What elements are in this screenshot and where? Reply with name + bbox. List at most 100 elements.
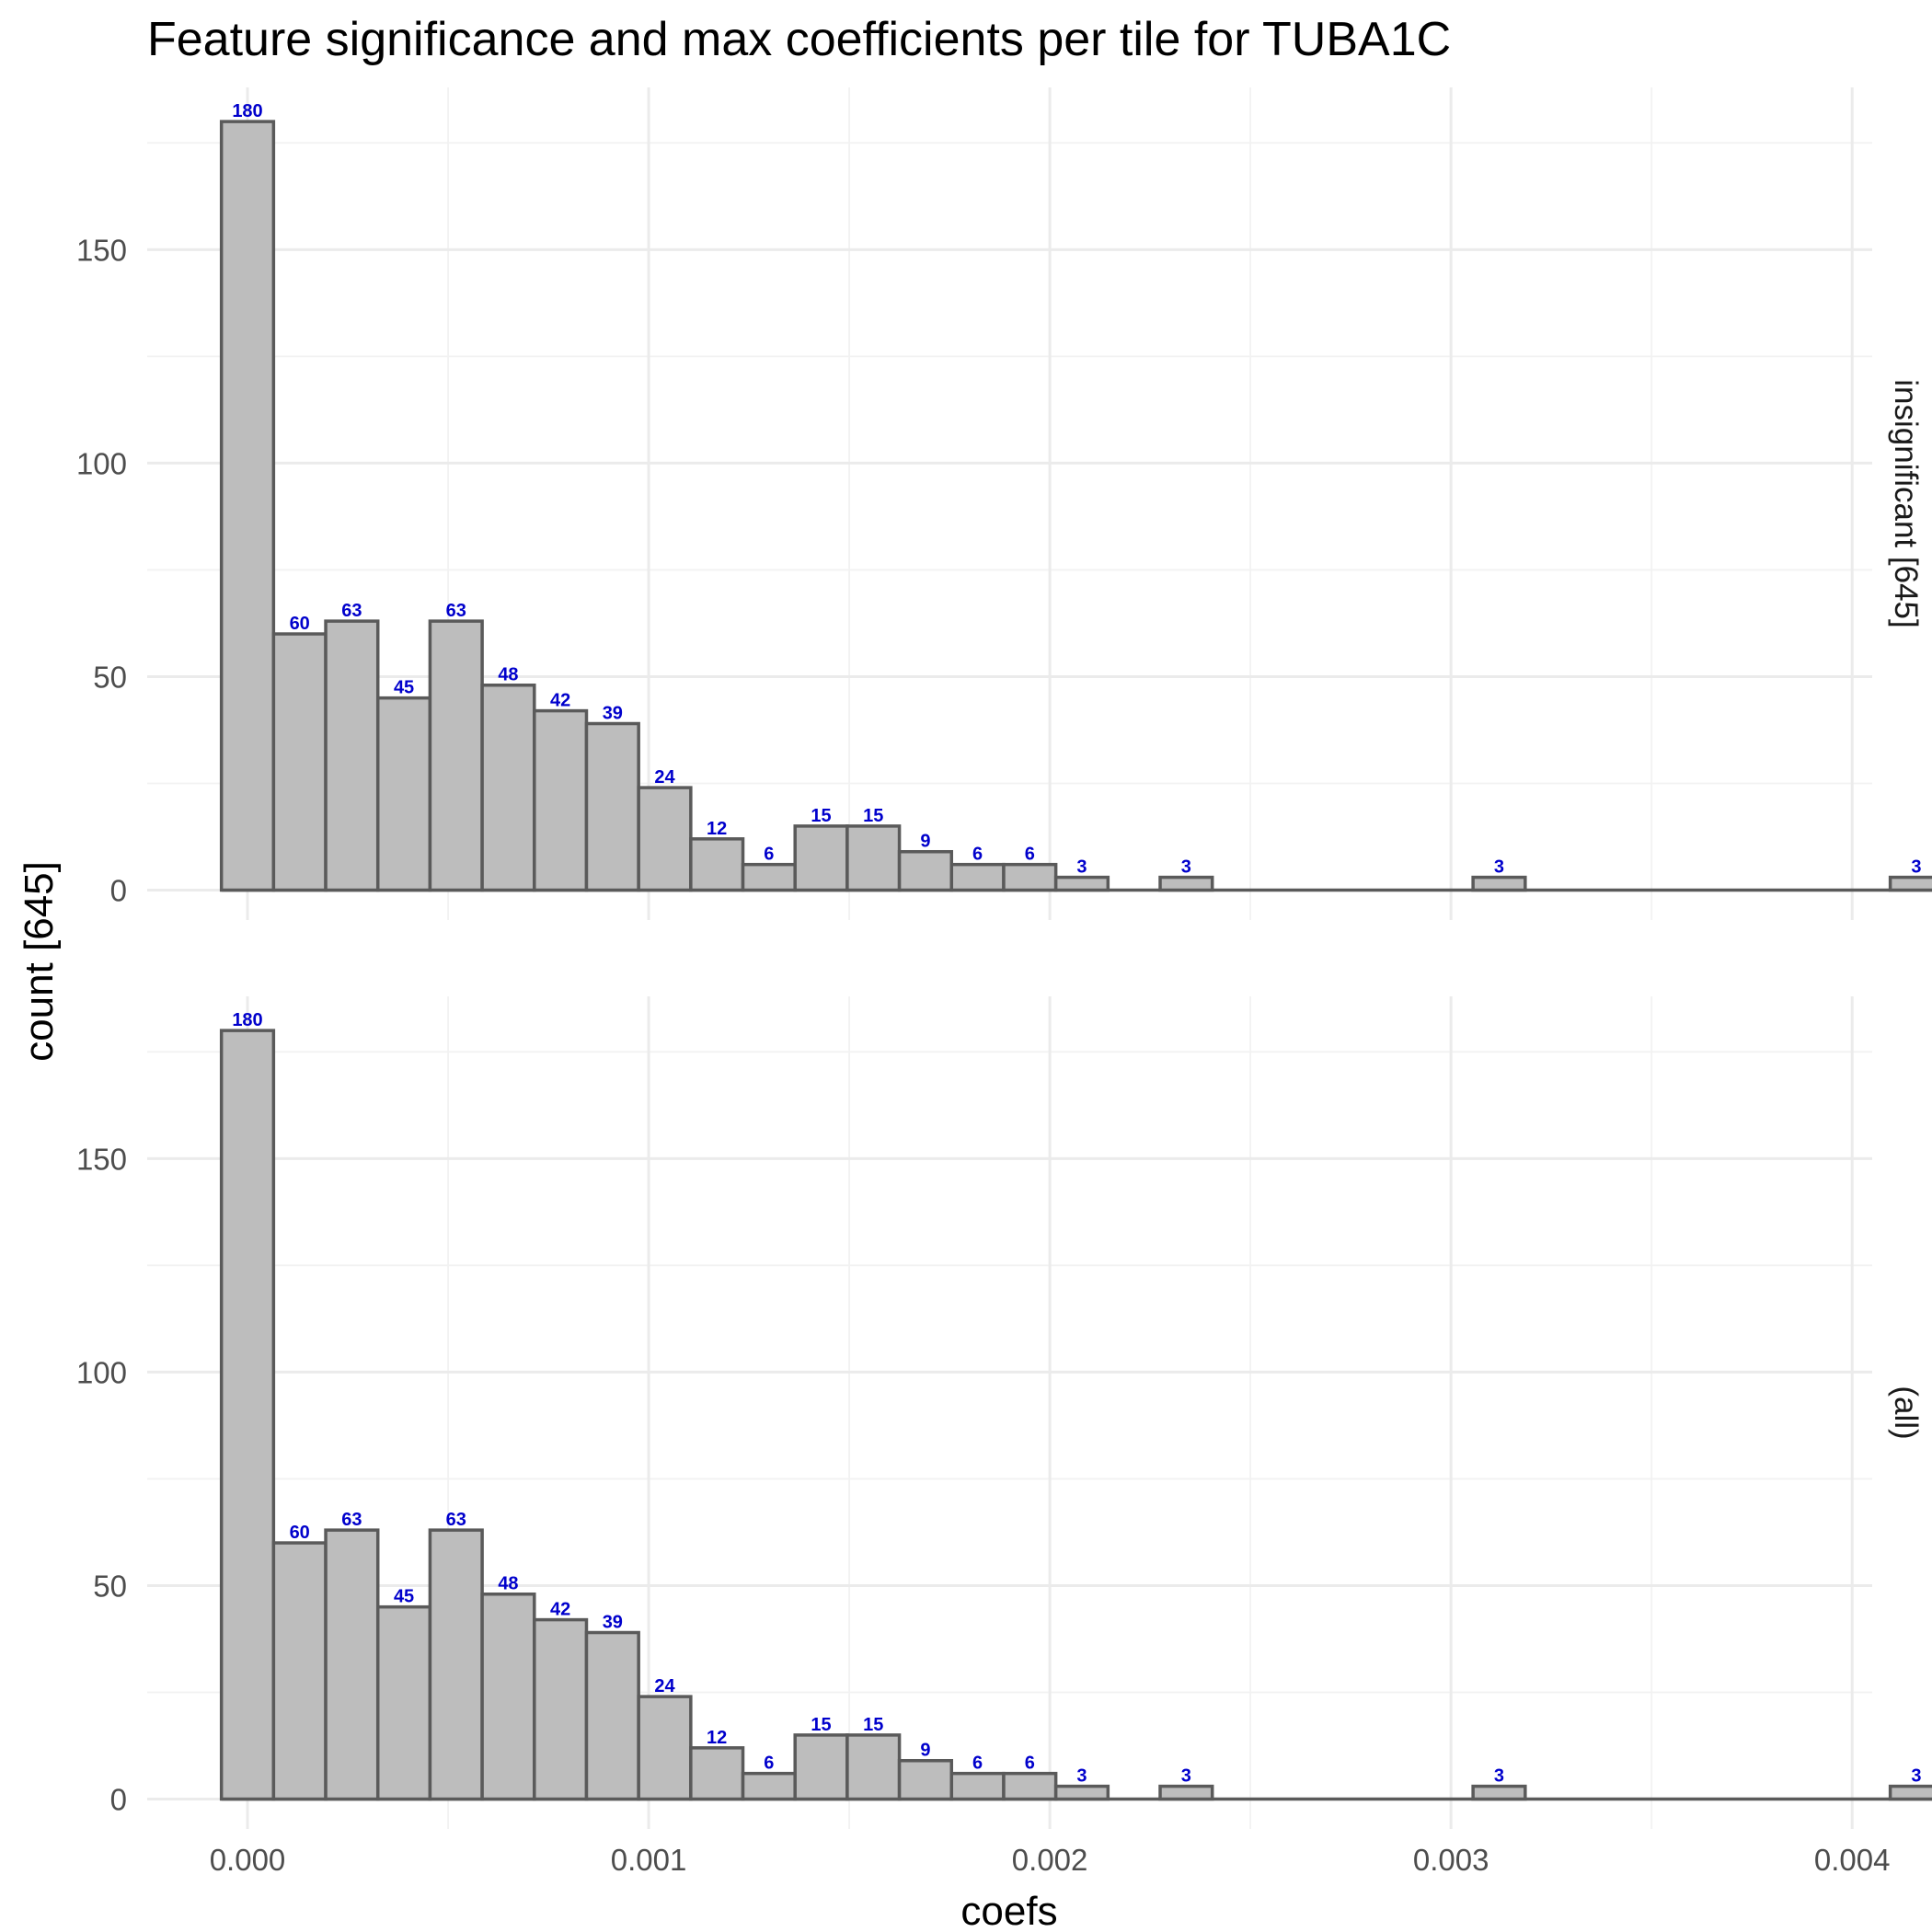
y-tick-label: 100 [76,1355,127,1389]
histogram-bar [271,632,328,892]
y-tick-label: 150 [76,233,127,267]
histogram-bar [845,824,902,892]
x-tick-label: 0.000 [210,1843,286,1877]
histogram-bar [1002,862,1058,892]
bar-count-label: 39 [603,1613,623,1633]
histogram-bar [219,120,276,892]
y-tick-label: 0 [110,874,127,908]
bar-count-label: 6 [972,1754,983,1774]
histogram-bar [375,696,432,892]
histogram-bar [584,1630,640,1801]
bar-count-label: 48 [498,665,518,685]
bar-count-label: 42 [550,691,570,711]
y-axis-title: count [645] [17,861,62,1062]
bar-count-label: 42 [550,1600,570,1620]
histogram-bar [1888,1784,1932,1801]
panel-2: 0 50 100 150 0.000 0.001 0.002 0.003 0.004 180 60 6… [76,996,1932,1877]
histogram-bar [1158,1784,1214,1801]
bar-count-label: 3 [1076,1766,1087,1787]
y-tick-label: 50 [93,660,127,694]
bar-count-label: 3 [1911,1766,1921,1787]
bar-count-label: 63 [446,601,466,621]
x-tick-label: 0.001 [611,1843,687,1877]
bar-count-label: 3 [1076,857,1087,878]
histogram-bar [584,721,640,892]
histogram-bar [897,1758,954,1801]
bar-count-label: 63 [341,1510,362,1530]
x-axis-title: coefs [960,1889,1057,1932]
histogram-bar [1053,1784,1110,1801]
bar-count-label: 63 [341,601,362,621]
bar-count-label: 15 [863,806,883,826]
bar-count-label: 6 [1025,1754,1035,1774]
histogram-bar [741,1771,797,1801]
histogram-bar [1053,875,1110,892]
x-tick-label: 0.004 [1814,1843,1891,1877]
histogram-bar [845,1733,902,1801]
bar-count-label: 3 [1494,857,1504,878]
bar-count-label: 6 [764,845,774,865]
x-tick-label: 0.003 [1413,1843,1489,1877]
histogram-bar [428,619,484,892]
histogram-bar [428,1528,484,1801]
histogram-bar [637,1695,693,1801]
histogram-bar [1471,1784,1527,1801]
bar-count-label: 180 [232,101,262,121]
chart-title: Feature significance and max coefficient… [147,13,1451,66]
bar-count-label: 3 [1181,1766,1191,1787]
histogram-bar [1158,875,1214,892]
facet-strip-label: insignificant [645] [1888,379,1924,627]
histogram-bar [949,1771,1006,1801]
bar-count-label: 60 [290,614,310,634]
bar-count-label: 12 [707,819,727,839]
histogram-bar [793,824,849,892]
y-tick-label: 150 [76,1142,127,1176]
histogram-bar [480,1592,536,1801]
bar-count-label: 12 [707,1728,727,1748]
histogram-bar [219,1029,276,1801]
bar-count-label: 15 [811,806,831,826]
histogram-bar [793,1733,849,1801]
bar-count-label: 9 [920,1741,930,1761]
histogram-bar [480,683,536,892]
y-tick-label: 0 [110,1783,127,1817]
x-tick-label: 0.002 [1012,1843,1088,1877]
histogram-bar [689,1746,745,1801]
histogram-bar [271,1541,328,1801]
bar-count-label: 63 [446,1510,466,1530]
bar-count-label: 3 [1181,857,1191,878]
histogram-bar [949,862,1006,892]
histogram-bar [324,619,380,892]
bar-count-label: 15 [811,1715,831,1735]
facet-strip-label: (all) [1888,1386,1924,1439]
histogram-bar [1002,1771,1058,1801]
bar-count-label: 6 [1025,845,1035,865]
bar-count-label: 9 [920,832,930,852]
bar-count-label: 180 [232,1010,262,1030]
y-tick-label: 50 [93,1569,127,1603]
histogram-bar [897,849,954,892]
bar-count-label: 24 [654,767,675,788]
bar-count-label: 24 [654,1676,675,1696]
histogram-bar [324,1528,380,1801]
bar-count-label: 3 [1911,857,1921,878]
histogram-bar [689,837,745,892]
histogram-bar [533,1617,589,1801]
bar-count-label: 48 [498,1574,518,1594]
bar-count-label: 15 [863,1715,883,1735]
bar-count-label: 39 [603,704,623,724]
bar-count-label: 6 [972,845,983,865]
bar-count-label: 45 [394,678,414,698]
bar-count-label: 60 [290,1523,310,1543]
histogram-bar [637,786,693,892]
bar-count-label: 45 [394,1587,414,1607]
histogram-bar [375,1604,432,1801]
bar-count-label: 6 [764,1754,774,1774]
histogram-bar [1888,875,1932,892]
bar-count-label: 3 [1494,1766,1504,1787]
histogram-bar [1471,875,1527,892]
histogram-bar [741,862,797,892]
